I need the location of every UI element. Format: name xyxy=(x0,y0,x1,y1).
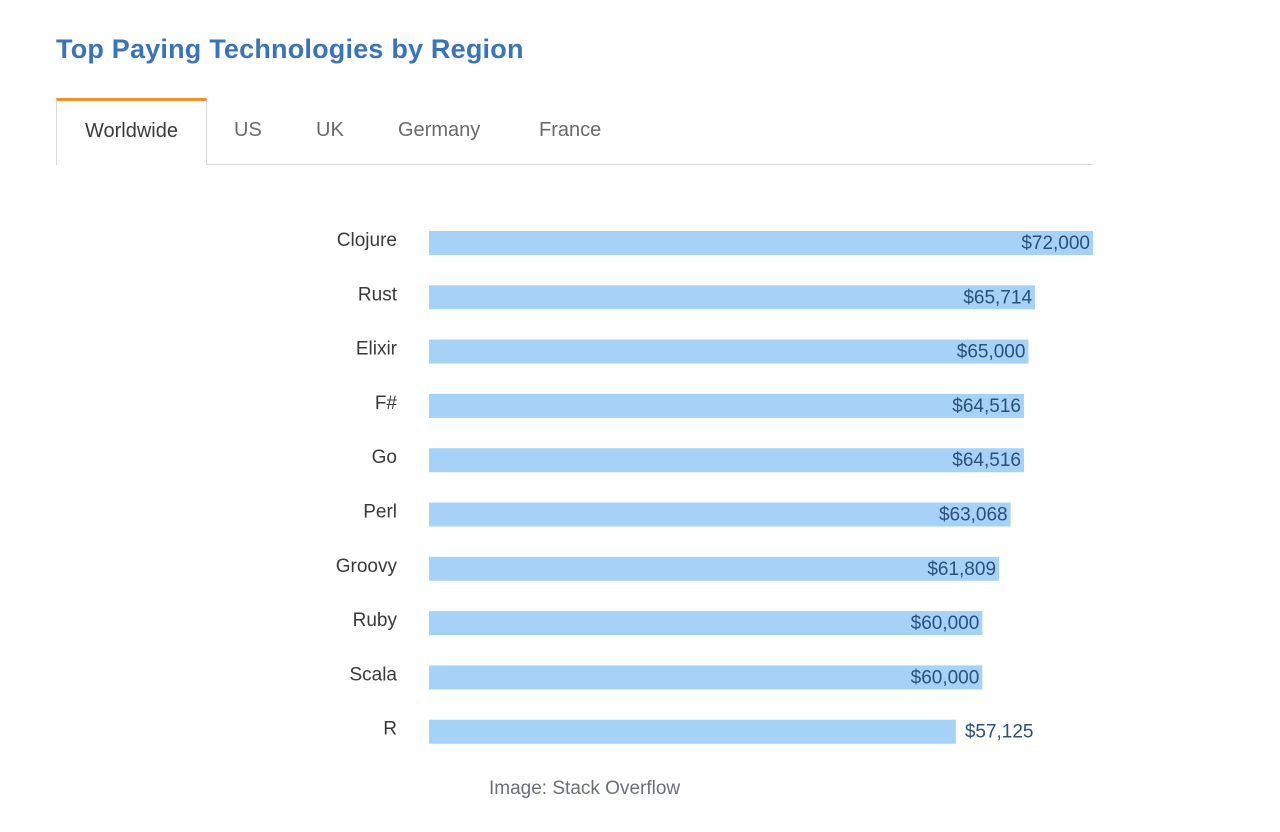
bar-f- xyxy=(429,393,1024,418)
data-label: $60,000 xyxy=(911,667,980,688)
category-label: Perl xyxy=(363,502,397,523)
data-label: $60,000 xyxy=(911,613,980,634)
bar-r xyxy=(429,719,956,744)
category-label: R xyxy=(383,719,397,740)
data-label: $61,809 xyxy=(927,559,996,580)
bar-groovy xyxy=(429,556,1000,581)
category-label: Rust xyxy=(358,284,398,305)
tab-germany[interactable]: Germany xyxy=(398,119,481,141)
category-label: Go xyxy=(372,447,397,468)
tab-france[interactable]: France xyxy=(539,119,602,141)
bar-elixir xyxy=(429,339,1029,364)
bar-scala xyxy=(429,665,983,690)
category-label: Elixir xyxy=(356,339,398,360)
category-label: Groovy xyxy=(336,556,398,577)
bar-chart: Clojure $72,000 Rust $65,714 Elixir $65,000 F#… xyxy=(336,230,1093,744)
image-caption: Image: Stack Overflow xyxy=(489,778,681,799)
data-label: $64,516 xyxy=(952,450,1021,471)
data-label: $63,068 xyxy=(939,505,1008,526)
category-label: F# xyxy=(375,393,398,414)
data-label: $72,000 xyxy=(1021,233,1090,254)
bar-rust xyxy=(429,285,1036,310)
tab-uk[interactable]: UK xyxy=(316,119,344,141)
bar-ruby xyxy=(429,611,983,636)
region-tabs: Worldwide US UK Germany France xyxy=(56,98,1093,165)
data-label: $57,125 xyxy=(965,722,1034,743)
chart-title: Top Paying Technologies by Region xyxy=(56,34,524,64)
data-label: $64,516 xyxy=(952,396,1021,417)
tab-worldwide[interactable]: Worldwide xyxy=(56,98,207,165)
category-label: Ruby xyxy=(353,610,398,631)
data-label: $65,000 xyxy=(957,342,1026,363)
bar-perl xyxy=(429,502,1011,527)
bar-clojure xyxy=(429,231,1093,255)
data-label: $65,714 xyxy=(963,287,1032,308)
category-label: Clojure xyxy=(337,230,397,251)
bar-go xyxy=(429,448,1024,473)
category-label: Scala xyxy=(349,664,397,685)
tab-us[interactable]: US xyxy=(234,119,262,141)
